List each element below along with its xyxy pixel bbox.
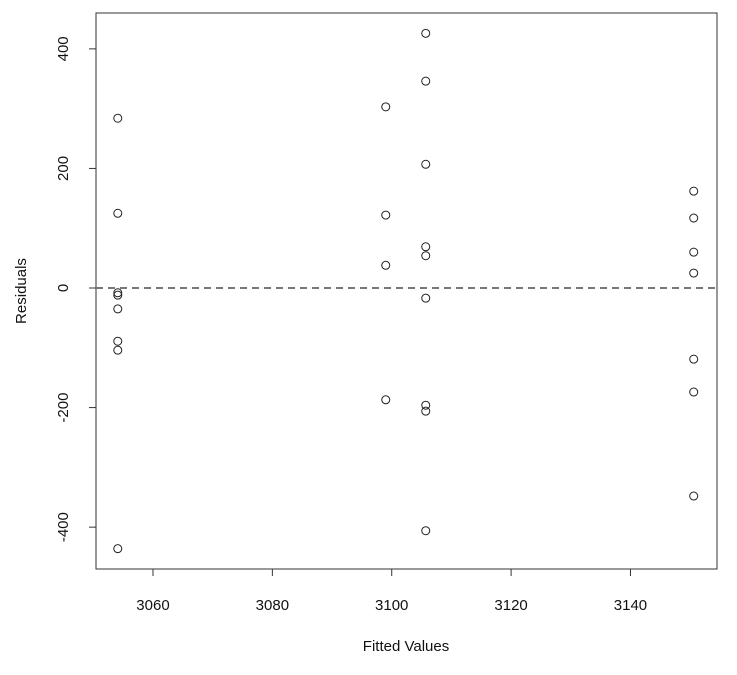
point [421,406,431,416]
point [381,102,391,112]
x-axis-label: Fitted Values [363,638,449,655]
point [421,251,431,261]
point [689,247,699,257]
point [421,293,431,303]
point [421,242,431,252]
point [421,76,431,86]
y-tick-label: 0 [55,284,72,292]
point [113,288,123,298]
point [421,28,431,38]
x-tick-label: 3140 [614,597,647,614]
point [113,290,123,300]
point [113,345,123,355]
x-tick-label: 3120 [494,597,527,614]
point [113,336,123,346]
point [421,526,431,536]
point [113,304,123,314]
point [381,260,391,270]
point [689,354,699,364]
plot-frame [95,12,718,570]
point [689,213,699,223]
point [381,395,391,405]
point [689,387,699,397]
point [689,186,699,196]
y-tick-label: 400 [55,36,72,61]
point [689,491,699,501]
point [113,544,123,554]
point [113,113,123,123]
y-tick-label: 200 [55,156,72,181]
x-tick-label: 3080 [256,597,289,614]
y-tick-label: -200 [55,393,72,423]
y-tick-label: -400 [55,512,72,542]
point [689,268,699,278]
point [421,400,431,410]
point [381,210,391,220]
point [421,159,431,169]
y-axis-label: Residuals [13,258,30,324]
x-tick-label: 3100 [375,597,408,614]
point [113,208,123,218]
x-tick-label: 3060 [136,597,169,614]
